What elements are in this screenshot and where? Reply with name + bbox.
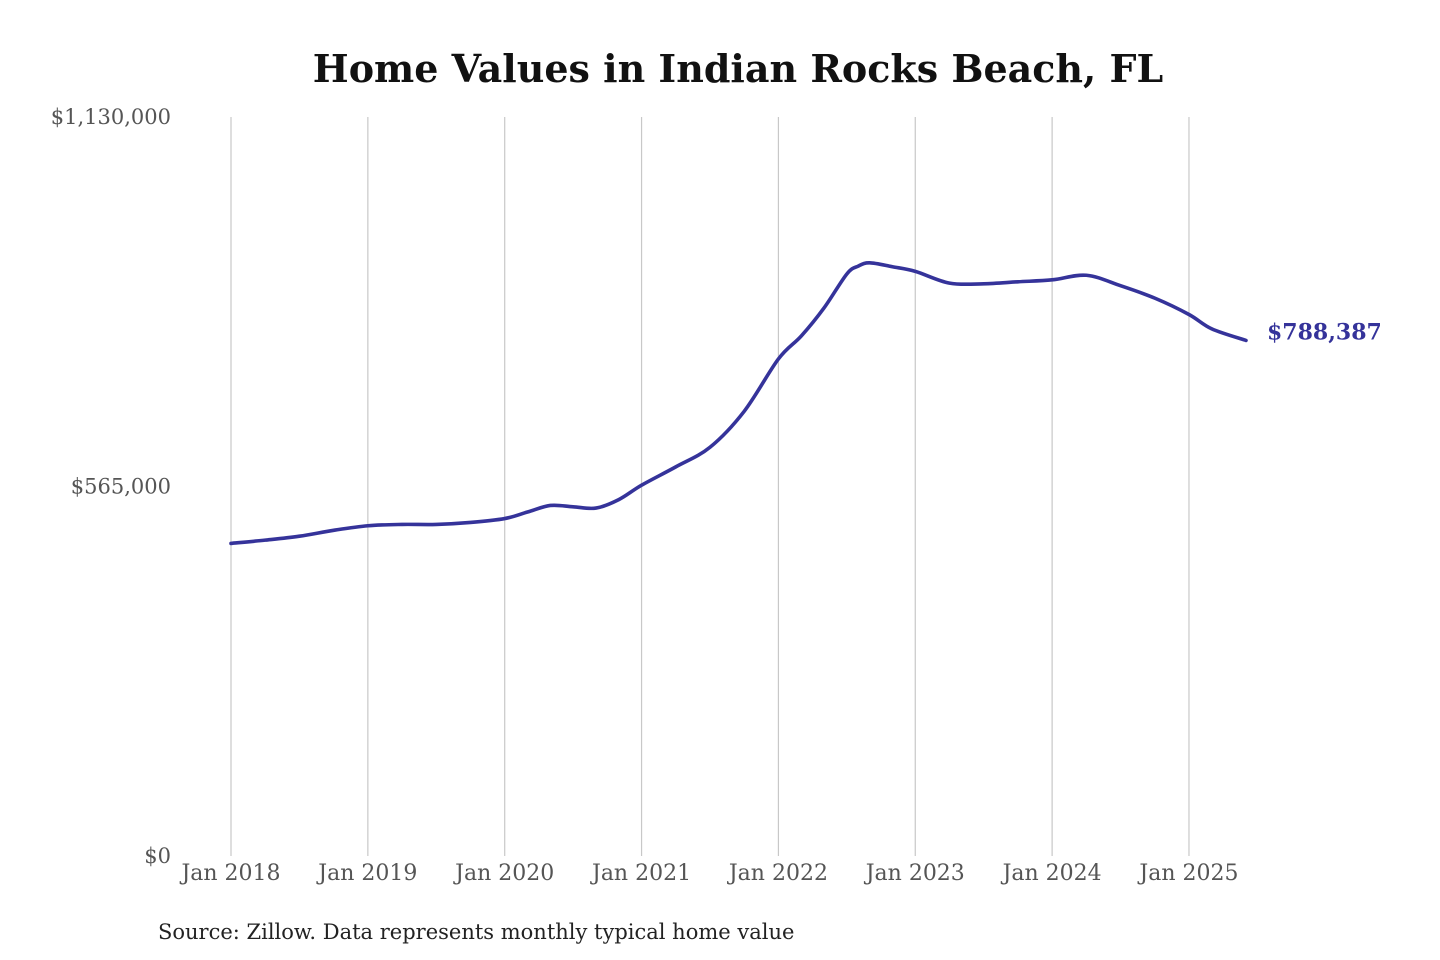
- y-tick-label: $0: [144, 844, 171, 868]
- x-tick-label: Jan 2018: [179, 861, 280, 886]
- x-tick-label: Jan 2022: [727, 861, 828, 886]
- end-value-label: $788,387: [1267, 319, 1382, 345]
- x-tick-label: Jan 2025: [1137, 861, 1238, 886]
- source-note: Source: Zillow. Data represents monthly …: [158, 920, 794, 944]
- series-line-home-value: [229, 261, 1248, 546]
- x-tick-label: Jan 2023: [864, 861, 965, 886]
- y-axis-ticks: $0 $565,000 $1,130,000: [51, 105, 171, 868]
- x-tick-label: Jan 2021: [590, 861, 691, 886]
- series-layer: [229, 261, 1248, 546]
- x-axis-ticks: Jan 2018 Jan 2019 Jan 2020 Jan 2021 Jan 2022…: [179, 861, 1238, 886]
- data-point-markers: [230, 261, 1248, 545]
- x-tick-label: Jan 2024: [1001, 861, 1102, 886]
- x-tick-label: Jan 2020: [453, 861, 554, 886]
- y-tick-label: $1,130,000: [51, 105, 171, 129]
- y-tick-label: $565,000: [71, 475, 171, 499]
- grid-lines: [230, 117, 1190, 856]
- x-tick-label: Jan 2019: [316, 861, 417, 886]
- chart-title: Home Values in Indian Rocks Beach, FL: [313, 46, 1163, 91]
